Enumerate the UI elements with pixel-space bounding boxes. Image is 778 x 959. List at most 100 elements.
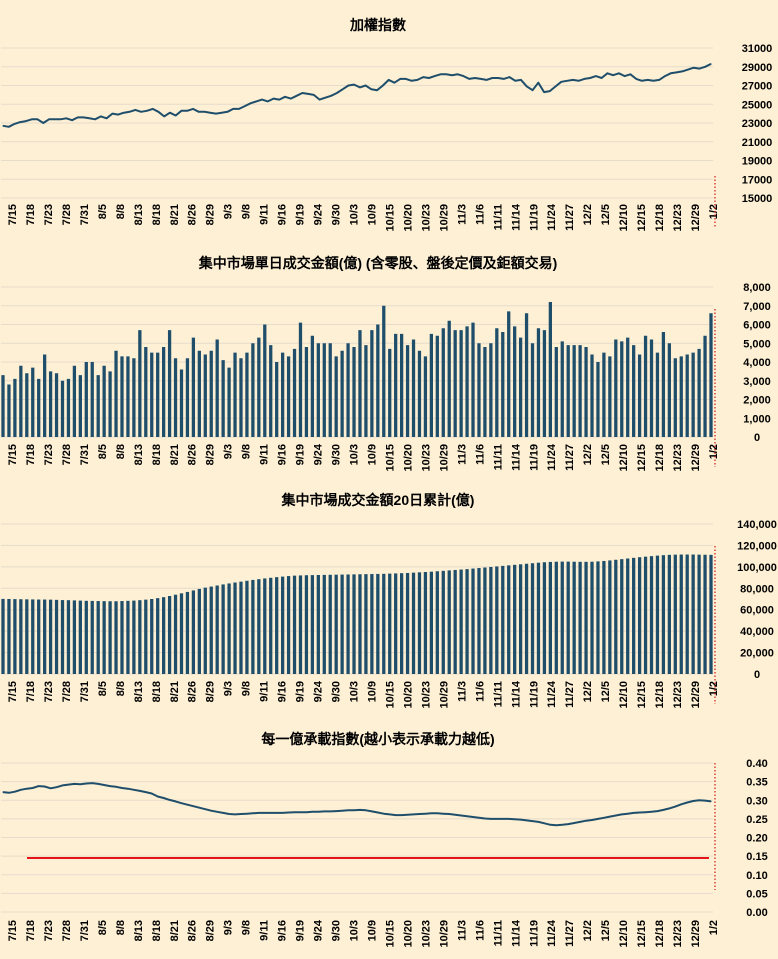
y-tick-label: 8,000 <box>743 282 771 294</box>
y-tick-label: 15000 <box>742 193 773 205</box>
data-point <box>585 820 587 822</box>
bar <box>239 581 243 674</box>
y-tick-label: 0.40 <box>746 758 767 770</box>
y-tick-label: 0.10 <box>746 870 767 882</box>
x-tick-label: 12/10 <box>618 681 630 709</box>
x-tick-label: 10/20 <box>402 204 414 232</box>
x-tick-label: 12/23 <box>672 681 684 709</box>
data-point <box>508 76 511 78</box>
bar <box>197 350 201 437</box>
data-point <box>641 80 643 82</box>
bar <box>691 352 695 437</box>
data-point <box>109 785 111 787</box>
x-tick-label: 11/27 <box>564 920 576 947</box>
bar <box>388 573 392 674</box>
bar <box>179 369 184 437</box>
bar <box>334 574 338 674</box>
x-tick-label: 9/16 <box>277 444 289 465</box>
data-point <box>395 814 397 816</box>
data-point <box>478 817 480 819</box>
x-tick-label: 8/21 <box>169 444 181 465</box>
data-point <box>629 73 632 75</box>
bar <box>608 560 612 674</box>
data-point <box>573 822 575 824</box>
x-tick-label: 7/31 <box>79 204 91 225</box>
data-point <box>388 79 390 81</box>
x-tick-label: 8/18 <box>151 444 163 465</box>
x-tick-label: 7/28 <box>61 920 73 941</box>
x-tick-label: 9/8 <box>241 444 253 459</box>
data-point <box>330 95 332 97</box>
data-point <box>560 81 562 83</box>
x-tick-label: 9/8 <box>241 204 253 219</box>
y-tick-label: 0.15 <box>746 851 767 863</box>
data-point <box>278 98 280 101</box>
bar <box>626 558 630 674</box>
data-point <box>26 788 28 790</box>
x-tick-label: 10/3 <box>349 444 361 465</box>
x-tick-label: 12/5 <box>600 681 612 702</box>
bar <box>536 562 541 674</box>
bar <box>304 575 309 674</box>
bar <box>465 569 469 674</box>
bar <box>513 564 517 674</box>
bar <box>411 572 416 674</box>
bar <box>536 328 541 437</box>
x-tick-label: 10/3 <box>349 204 361 225</box>
data-point <box>710 800 712 802</box>
bar <box>584 561 588 674</box>
data-point <box>54 118 56 120</box>
data-point <box>662 809 665 811</box>
x-tick-label: 1/2 <box>708 920 720 935</box>
bar <box>376 324 380 437</box>
x-tick-label: 10/3 <box>349 681 361 702</box>
data-point <box>85 782 87 785</box>
data-point <box>139 790 141 792</box>
data-point <box>526 85 528 88</box>
bar <box>269 345 273 437</box>
x-tick-label: 7/23 <box>43 920 55 941</box>
x-tick-label: 8/8 <box>115 444 127 459</box>
bar <box>263 578 267 674</box>
x-tick-label: 10/15 <box>384 920 396 948</box>
y-tick-label: 20,000 <box>740 648 774 660</box>
bar <box>173 358 178 437</box>
data-point <box>157 111 160 113</box>
x-tick-label: 10/9 <box>366 444 378 465</box>
bar <box>13 378 17 437</box>
x-tick-label: 9/16 <box>277 681 289 702</box>
x-tick-label: 8/13 <box>133 681 145 702</box>
bar <box>709 313 713 437</box>
data-point <box>226 111 229 113</box>
bar <box>608 356 612 437</box>
data-point <box>442 813 444 815</box>
x-tick-label: 12/29 <box>690 920 702 948</box>
y-tick-label: 4,000 <box>743 357 771 369</box>
bar <box>382 573 386 674</box>
bar <box>524 313 529 437</box>
data-point <box>383 813 385 815</box>
data-point <box>234 813 236 816</box>
data-point <box>342 88 344 90</box>
data-point <box>313 94 315 96</box>
data-point <box>134 109 136 111</box>
x-tick-label: 10/23 <box>420 920 432 948</box>
data-point <box>554 85 557 88</box>
bar <box>632 557 636 674</box>
data-point <box>376 89 378 91</box>
bar <box>626 337 630 437</box>
data-point <box>627 813 629 815</box>
data-point <box>20 789 22 791</box>
x-tick-label: 9/11 <box>259 920 271 941</box>
x-tick-label: 8/21 <box>169 681 181 702</box>
x-tick-label: 11/24 <box>546 919 558 947</box>
data-point <box>115 786 117 788</box>
bar <box>513 326 517 437</box>
bar <box>316 343 320 437</box>
data-point <box>8 792 10 794</box>
bar <box>132 600 136 674</box>
x-tick-label: 10/29 <box>438 444 450 472</box>
x-tick-label: 12/15 <box>636 204 648 232</box>
data-point <box>537 821 540 823</box>
data-point <box>365 809 367 811</box>
